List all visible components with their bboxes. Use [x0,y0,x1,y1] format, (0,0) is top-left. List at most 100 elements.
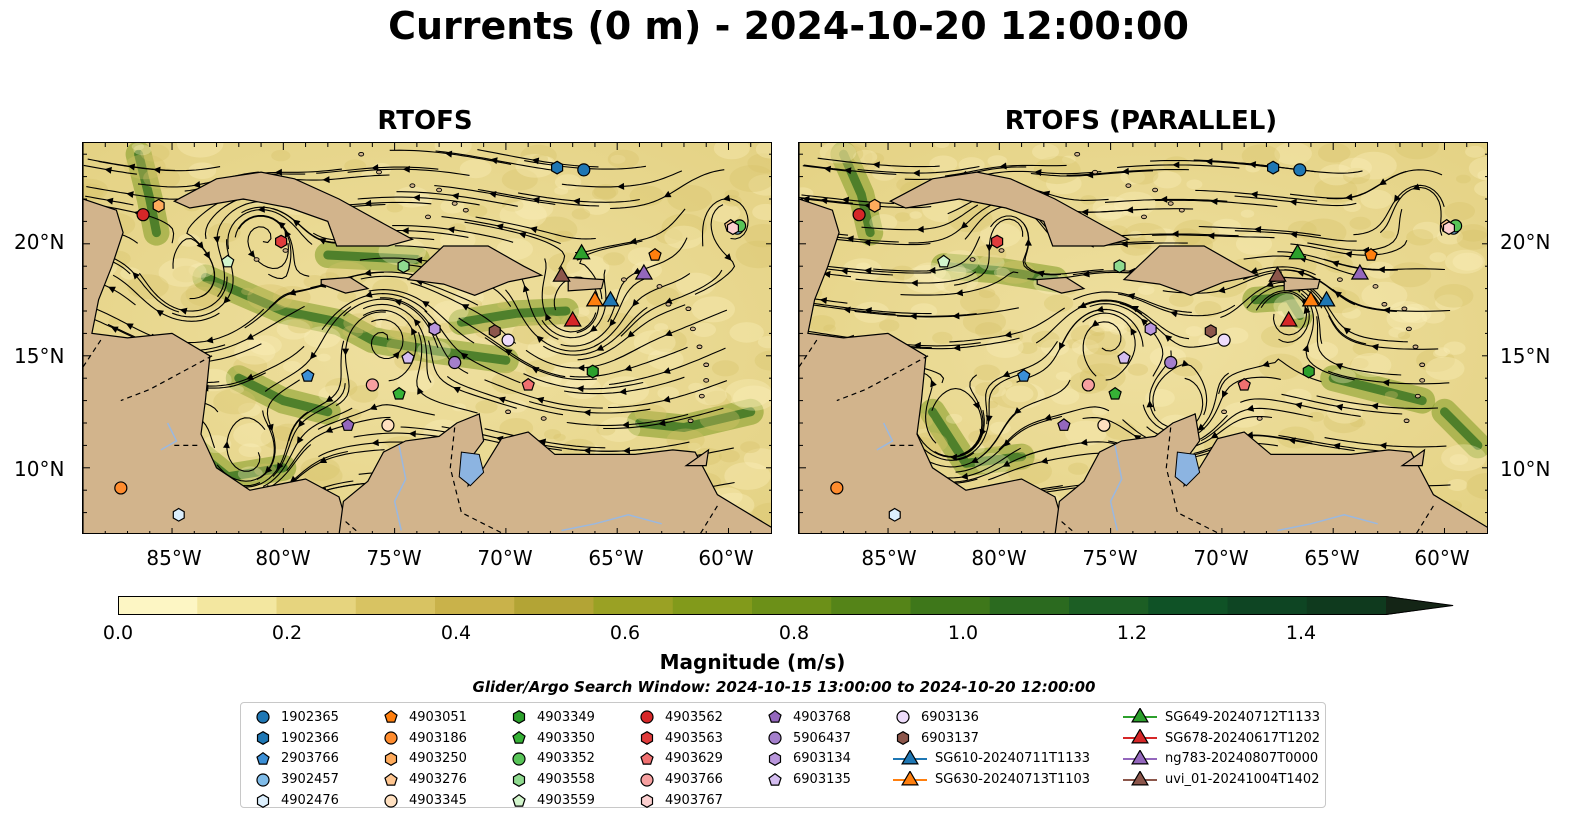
legend-item: uvi_01-20241004T1402 [1123,769,1320,790]
speed-texture [1277,299,1311,319]
speed-texture [978,288,996,299]
small-island [1419,378,1426,383]
flow-arrow [609,318,617,327]
legend-label: 4902476 [281,793,339,809]
flow-arrow [1172,161,1180,169]
argo-float-marker [301,368,315,382]
speed-texture [158,258,207,287]
colorbar-segment [435,596,515,615]
speed-texture [1342,167,1371,185]
country-border [449,427,504,533]
argo-floats [114,160,747,522]
flow-arrow [104,166,112,174]
glider-marker [1301,290,1321,307]
legend-marker-icon [640,773,654,787]
speed-texture [1000,380,1013,388]
small-island [409,183,416,188]
flow-arrow [1014,407,1022,415]
flow-arrow [1371,343,1379,351]
speed-texture [974,244,1007,264]
speed-texture [1137,285,1155,295]
speed-texture [1388,301,1425,323]
speed-texture [554,186,569,195]
flow-arrow [572,197,581,205]
small-island [698,393,705,399]
argo-float-marker [448,355,462,370]
legend-marker-icon [384,710,398,724]
legend-item: ng783-20240807T0000 [1123,749,1320,770]
argo-float-marker [392,386,406,400]
speed-texture [178,233,201,247]
colorbar-segment [1306,596,1387,615]
flow-arrow [490,157,498,165]
flow-arrow [1412,183,1421,191]
small-island [282,248,289,253]
speed-texture [273,423,304,442]
flow-arrow [447,226,455,234]
flow-arrow [1288,437,1296,445]
speed-texture [1068,462,1089,475]
legend-label: 6903135 [793,772,851,788]
speed-texture [1307,341,1339,361]
legend-item: 6903135 [765,769,851,790]
speed-texture [1241,144,1281,168]
legend-label: 3902457 [281,772,339,788]
colorbar-segment [1227,596,1308,615]
speed-texture [869,214,898,231]
speed-texture [501,168,538,191]
legend-label: 4903276 [409,772,467,788]
flow-arrow [1262,360,1270,368]
argo-float-marker [1108,386,1122,400]
flow-arrow [589,325,598,332]
legend-label: 4903559 [537,793,595,809]
country-border [1165,427,1220,533]
speed-texture [853,149,878,165]
speed-texture [1435,294,1463,311]
flow-arrow [627,330,635,338]
flow-arrow [1121,167,1129,175]
legend-item: 6903136 [893,707,1090,728]
flow-arrow [841,196,850,204]
legend-marker-icon [768,772,782,786]
legend-marker-icon [256,751,270,765]
speed-texture [1170,357,1203,377]
legend-marker-icon [1123,749,1157,765]
legend-item: 1902365 [253,707,339,728]
legend-label: 4903768 [793,709,851,725]
argo-float-marker [488,324,501,339]
lat-label-15n-right: 15°N [1500,344,1551,368]
land-mass [338,413,771,533]
legend-column: SG649-20240712T1133 SG678-20240617T1202 ng… [1123,707,1320,790]
flow-arrow [722,194,731,202]
speed-texture [1194,301,1222,318]
flow-arrow [369,403,378,410]
flow-arrow [532,196,540,204]
search-window-caption: Glider/Argo Search Window: 2024-10-15 13… [472,678,1096,696]
argo-float-marker [936,254,951,268]
legend-label: 1902365 [281,709,339,725]
speed-texture [1105,421,1136,441]
argo-float-marker [428,321,441,336]
flow-arrow [364,291,373,298]
flow-arrow [596,344,605,351]
flow-arrow [1126,206,1134,214]
flow-arrow [246,373,254,380]
flow-arrow [522,284,530,293]
legend-marker-icon [768,751,782,766]
flow-arrow [193,181,201,188]
flow-arrow [1383,306,1391,314]
country-border [345,521,360,533]
argo-float-marker [1442,221,1456,236]
speed-texture [1456,174,1471,184]
speed-texture [1384,391,1398,399]
flow-arrow [489,191,497,198]
speed-texture [386,202,403,213]
colorbar-segment [197,596,278,615]
speed-texture [533,216,578,243]
speed-texture [1326,402,1363,424]
colorbar-segment [593,596,674,615]
flow-arrow [910,279,918,287]
speed-texture [1077,347,1125,377]
flow-arrow [664,329,673,337]
speed-texture [506,399,528,413]
